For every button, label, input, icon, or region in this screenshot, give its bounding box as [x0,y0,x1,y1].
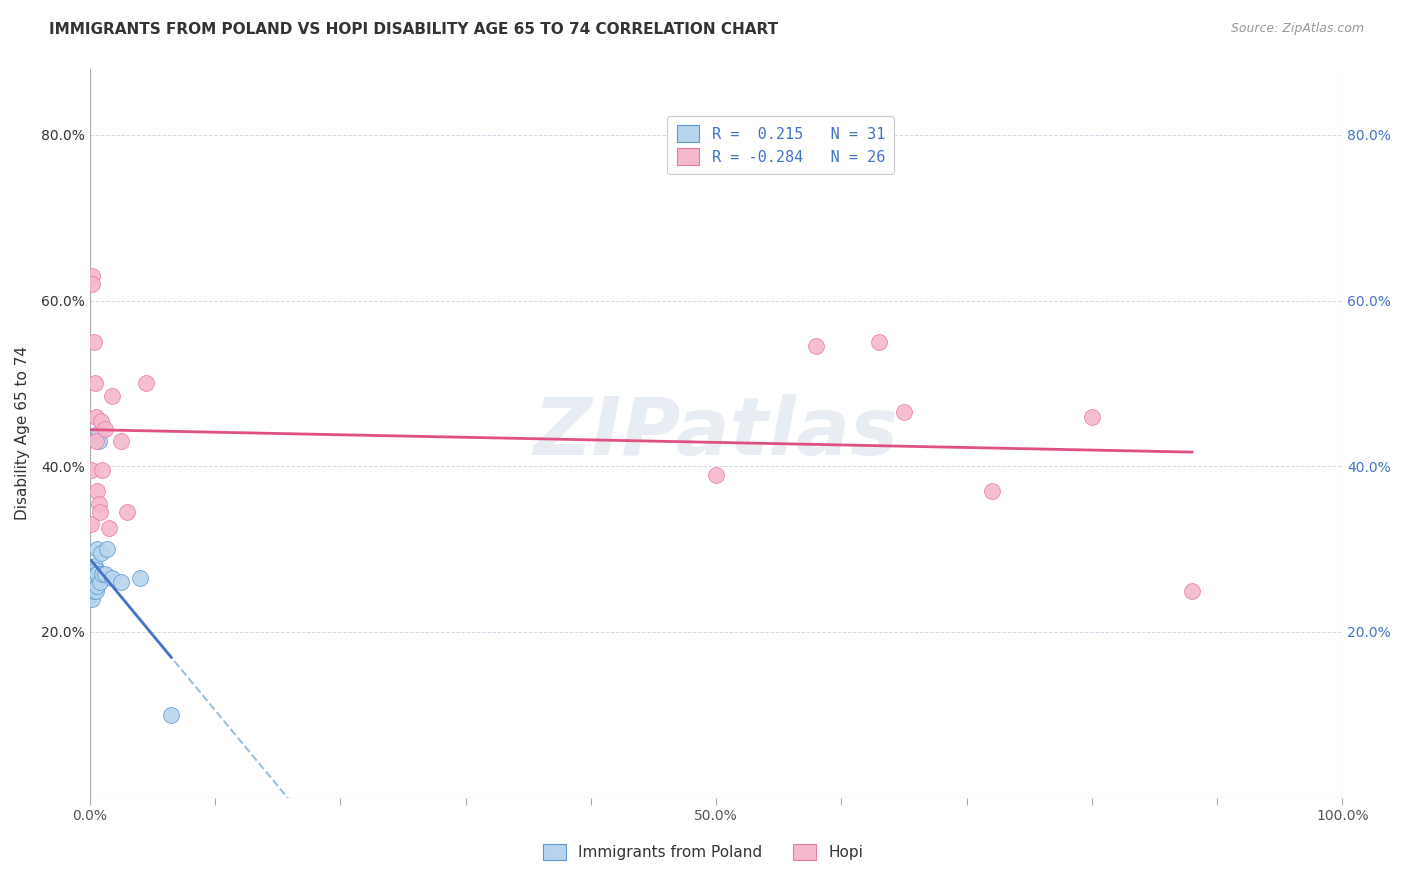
Point [83,579,105,593]
Point [135,376,157,391]
Point [868,334,890,349]
Point [86,566,108,581]
Point [110,434,132,449]
Point [80,579,103,593]
Point [84,434,107,449]
Y-axis label: Disability Age 65 to 74: Disability Age 65 to 74 [15,346,30,520]
Point [90,546,112,560]
Point [806,339,828,353]
Point [117,505,139,519]
Point [91,463,114,477]
Point [87,496,110,510]
Point [83,571,105,585]
Point [160,707,183,722]
Point [94,422,117,436]
Point [84,575,107,590]
Point [129,571,152,585]
Point [82,566,104,581]
Point [89,575,111,590]
Point [94,566,117,581]
Point [101,389,124,403]
Point [84,583,107,598]
Text: Source: ZipAtlas.com: Source: ZipAtlas.com [1230,22,1364,36]
Point [980,484,1002,499]
Point [82,277,104,291]
Point [80,571,103,585]
Point [110,575,132,590]
Text: IMMIGRANTS FROM POLAND VS HOPI DISABILITY AGE 65 TO 74 CORRELATION CHART: IMMIGRANTS FROM POLAND VS HOPI DISABILIT… [49,22,779,37]
Point [83,563,105,577]
Point [87,434,110,449]
Legend: Immigrants from Poland, Hopi: Immigrants from Poland, Hopi [537,838,869,866]
Point [84,409,107,424]
Point [83,571,105,585]
Point [1181,583,1204,598]
Point [87,426,110,441]
Point [84,563,107,577]
Point [1081,409,1104,424]
Point [91,566,114,581]
Point [84,566,107,581]
Point [80,588,103,602]
Point [83,583,105,598]
Point [86,484,108,499]
Point [89,505,111,519]
Point [90,414,112,428]
Point [80,517,103,532]
Point [704,467,727,482]
Point [893,405,915,419]
Point [86,542,108,557]
Point [96,542,118,557]
Point [83,558,105,573]
Point [83,376,105,391]
Point [86,579,108,593]
Point [82,591,104,606]
Legend: R =  0.215   N = 31, R = -0.284   N = 26: R = 0.215 N = 31, R = -0.284 N = 26 [668,116,894,174]
Point [101,571,124,585]
Text: ZIPatlas: ZIPatlas [533,394,898,472]
Point [82,268,104,283]
Point [97,521,120,535]
Point [80,463,103,477]
Point [83,334,105,349]
Point [82,575,104,590]
Point [82,583,104,598]
